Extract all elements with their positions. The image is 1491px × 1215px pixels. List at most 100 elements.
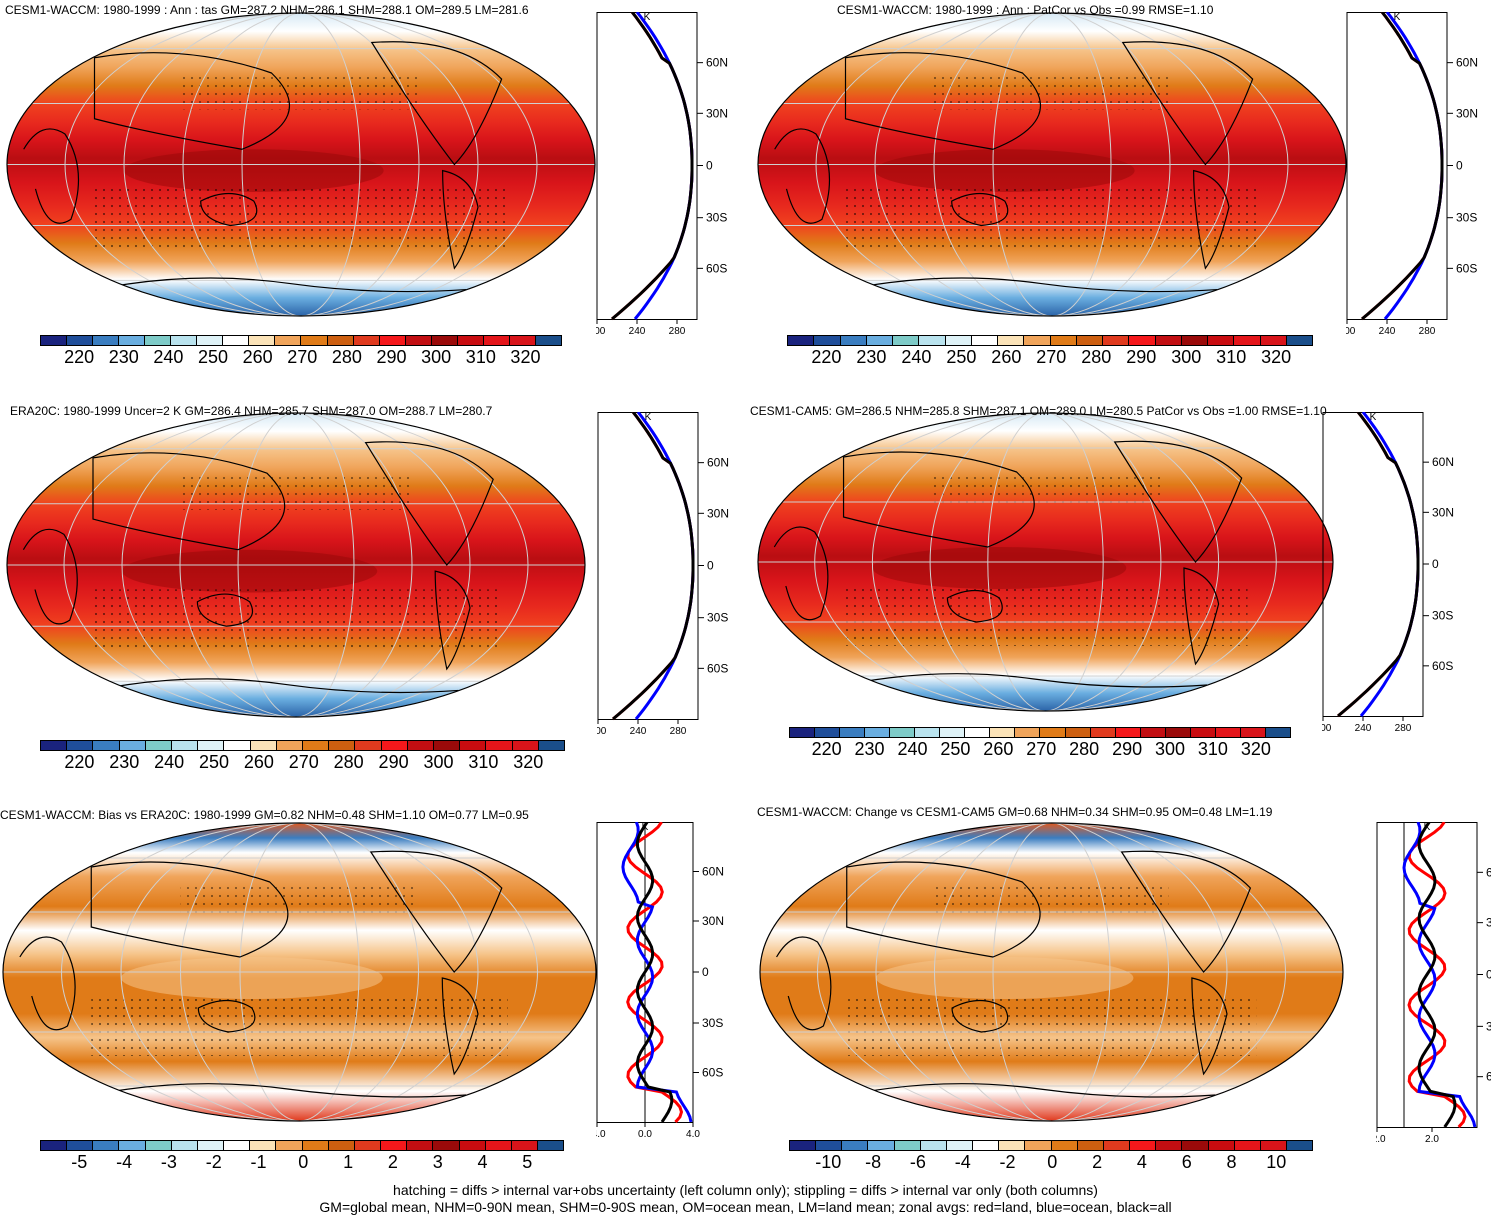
colorbar-tick-label: 230: [108, 347, 139, 367]
map-p2: [757, 12, 1347, 317]
panel-waccm-climatology: CESM1-WACCM: 1980-1999 : Ann : tas GM=28…: [0, 0, 745, 400]
zonal-lat-label: 0: [1486, 968, 1491, 982]
colorbar-swatch: [41, 336, 68, 345]
colorbar-tick-label: 280: [1069, 739, 1100, 759]
colorbar-swatch: [275, 336, 302, 345]
colorbar-swatch: [353, 336, 380, 345]
map-anomaly: [876, 957, 1134, 999]
colorbar-swatch: [814, 336, 841, 345]
colorbar-swatch: [1260, 1141, 1287, 1150]
zonal-line-land: [1337, 412, 1420, 718]
colorbar-tick-label: 300: [1154, 739, 1186, 759]
map-meridian: [180, 823, 419, 1121]
zonal-line-ocean: [621, 822, 693, 1123]
colorbar-tick-label: 300: [1171, 347, 1202, 367]
colorbar-tick-label: 230: [109, 752, 140, 772]
colorbar-swatch: [919, 336, 946, 345]
colorbar-swatch: [171, 336, 198, 345]
colorbar-tick-label: 270: [288, 752, 319, 772]
map-stippling: [846, 996, 1257, 1056]
colorbar-tick-label: 260: [243, 752, 274, 772]
map-p6: [759, 822, 1344, 1122]
colorbar-swatch: [788, 336, 815, 345]
colorbar-swatch: [999, 1141, 1026, 1150]
colorbar-tick-label: 320: [510, 347, 541, 367]
colorbar-swatch: [1286, 336, 1312, 345]
colorbar-swatch: [1129, 336, 1156, 345]
zonal-plot-p4: K 200 240 280 60N 30N 0 30S 60S: [1322, 412, 1454, 734]
map-meridian: [121, 413, 471, 717]
map-coastline: [846, 861, 1041, 958]
colorbar-swatch: [249, 336, 276, 345]
colorbar-swatch: [1115, 728, 1141, 737]
colorbar-swatch: [67, 741, 94, 750]
map-anomaly: [122, 549, 378, 593]
map-meridian: [63, 413, 529, 717]
zonal-lat-label: 60N: [706, 56, 728, 70]
map-meridian: [182, 13, 420, 316]
map-stippling: [934, 73, 1170, 110]
zonal-lat-label: 30N: [706, 106, 728, 120]
colorbar-p1: 220 230 240 250 260 270 280 290 300 310 320: [40, 335, 562, 371]
colorbar-swatch: [93, 1141, 120, 1150]
zonal-frame: [597, 412, 699, 720]
colorbar-swatch: [1130, 1141, 1157, 1150]
colorbar-swatch: [1234, 1141, 1261, 1150]
colorbar-swatch: [407, 741, 435, 750]
map-meridian: [123, 13, 479, 316]
colorbar-swatch: [1240, 728, 1266, 737]
map-coastline: [951, 999, 1009, 1033]
map-meridian: [815, 13, 1289, 316]
zonal-xtick-label: 0.0: [638, 1129, 652, 1140]
map-stippling: [843, 586, 1248, 646]
colorbar-tick-label: 300: [421, 347, 452, 367]
map-meridian: [120, 823, 479, 1121]
colorbar-swatch: [119, 741, 146, 750]
map-stippling: [180, 882, 419, 918]
colorbar-tick-label: 310: [1216, 347, 1247, 367]
map-coastline: [1121, 41, 1254, 166]
map-meridian: [992, 13, 1112, 316]
colorbar-swatch: [250, 1141, 277, 1150]
map-meridian: [871, 413, 1220, 711]
colorbar-swatch: [1208, 336, 1235, 345]
map-border: [6, 412, 586, 718]
colorbar-tick-label: 250: [940, 739, 971, 759]
zonal-lat-label: 60S: [706, 261, 727, 275]
zonal-lat-label: 60S: [1456, 261, 1477, 275]
colorbar-swatch: [1260, 336, 1287, 345]
zonal-units-label: K: [1370, 412, 1377, 423]
map-border: [757, 12, 1347, 317]
map-coastline: [19, 936, 76, 1031]
colorbar-swatch: [485, 1141, 512, 1150]
colorbar-tick-label: 10: [1266, 1152, 1287, 1172]
map-coastline: [92, 452, 286, 551]
colorbar-swatch: [381, 741, 408, 750]
colorbar-tick-label: 300: [423, 752, 454, 772]
zonal-lat-label: 0: [1456, 159, 1463, 173]
colorbar-tick-label: 270: [1026, 739, 1057, 759]
colorbar-swatch: [301, 336, 328, 345]
colorbar-swatch: [119, 336, 146, 345]
zonal-lat-label: 30N: [1432, 505, 1454, 519]
zonal-lat-label: 30N: [1486, 916, 1491, 930]
panel-waccm-patcor: CESM1-WACCM: 1980-1999 : Ann : PatCor vs…: [745, 0, 1491, 400]
colorbar-swatch: [990, 728, 1016, 737]
zonal-lat-label: 60N: [1456, 56, 1478, 70]
colorbar-tick-label: 5: [522, 1152, 533, 1172]
zonal-lat-label: 60N: [707, 456, 729, 470]
zonal-lat-label: 30S: [707, 611, 728, 625]
zonal-xtick-label: -4.0: [596, 1129, 606, 1140]
zonal-plot-p2: K 200 240 280 60N 30N 0 30S 60S: [1346, 12, 1478, 337]
map-coastline: [776, 936, 832, 1031]
colorbar-swatch: [172, 741, 199, 750]
colorbar-swatch: [790, 1141, 817, 1150]
colorbar-tick-label: 280: [333, 752, 364, 772]
zonal-xtick-label: 200: [596, 326, 606, 337]
colorbar-swatch: [1215, 728, 1241, 737]
colorbar-tick-label: 240: [154, 752, 185, 772]
zonal-lat-label: 60N: [702, 865, 724, 879]
colorbar-swatch: [433, 1141, 460, 1150]
map-stippling: [93, 589, 499, 651]
panel-title: CESM1-WACCM: Bias vs ERA20C: 1980-1999 G…: [0, 808, 529, 822]
